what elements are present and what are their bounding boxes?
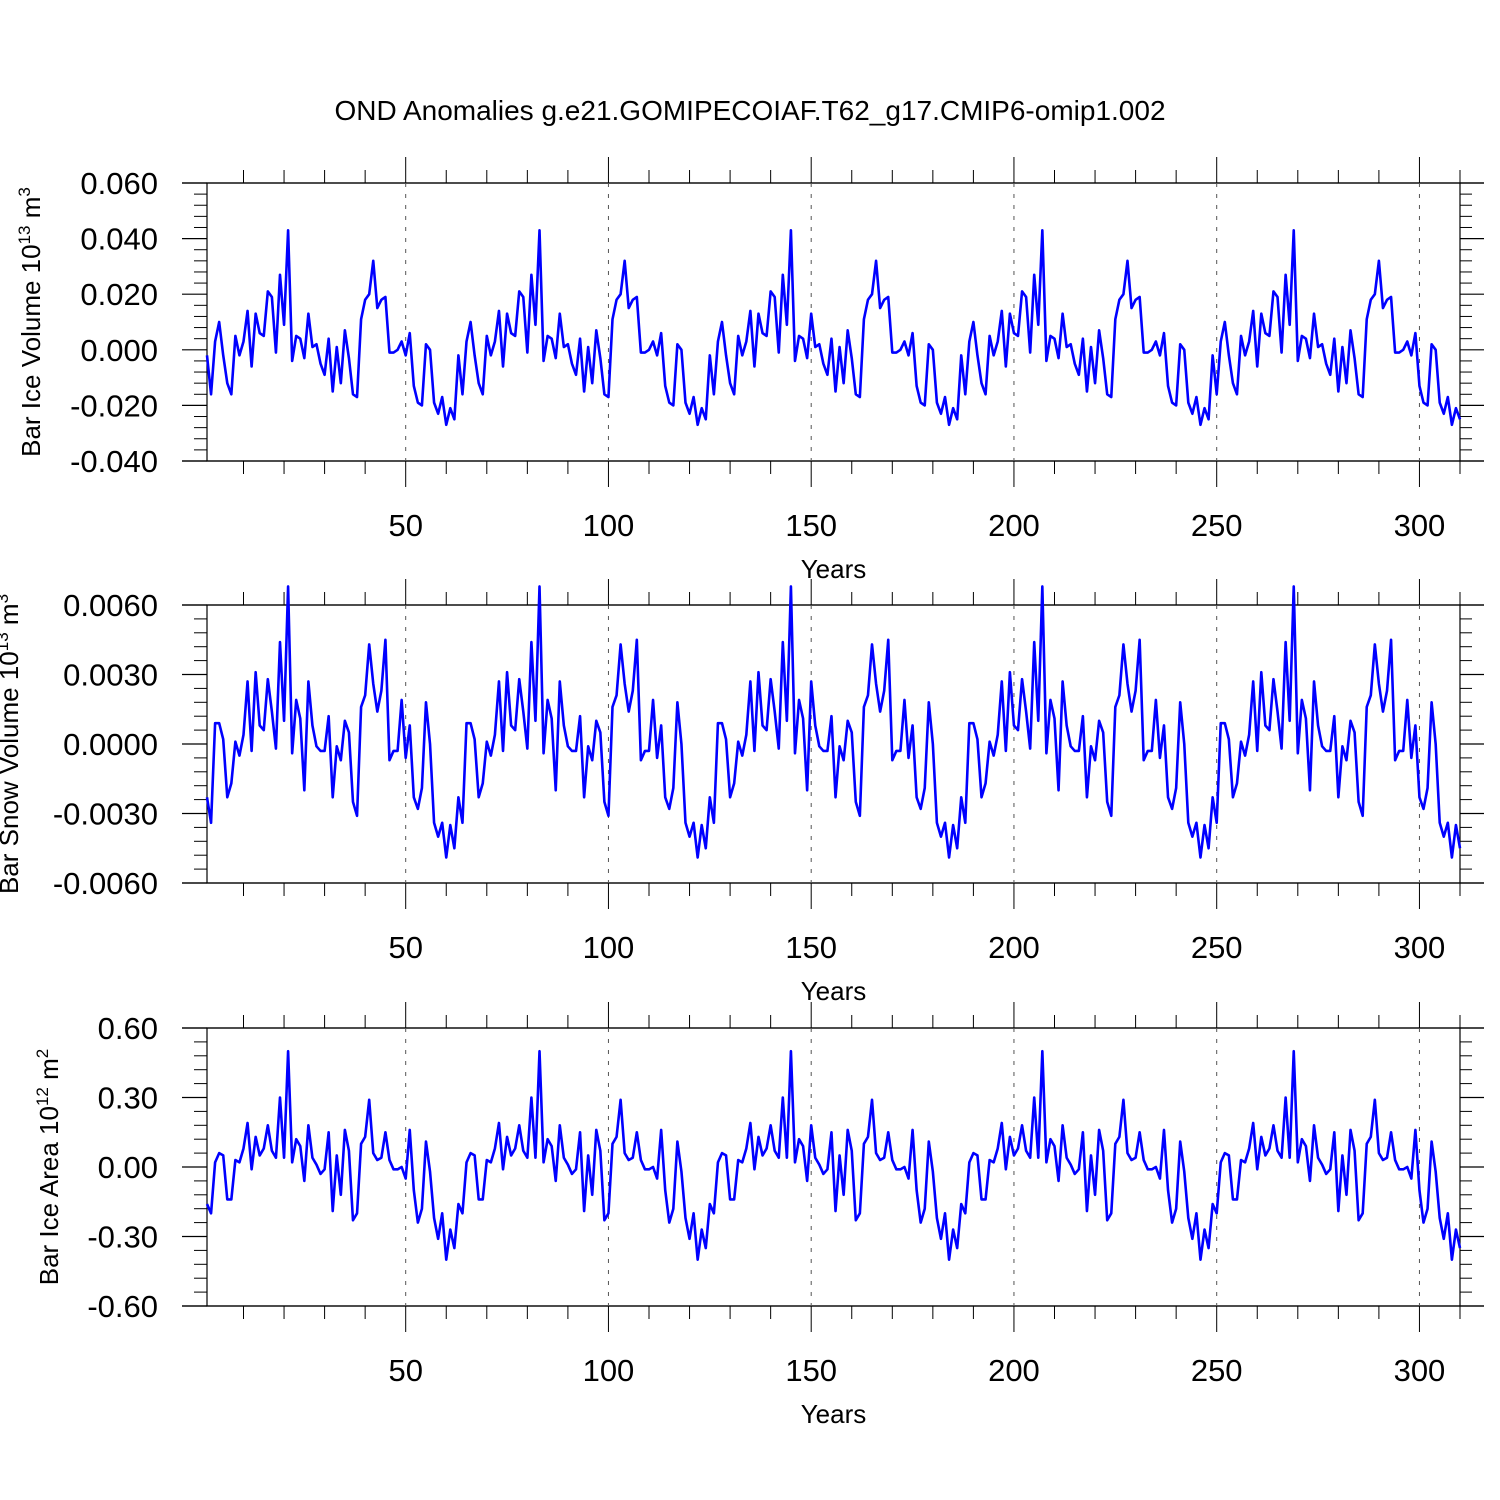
x-tick-label: 150 [785, 930, 837, 965]
x-tick-label: 300 [1394, 1353, 1446, 1388]
panel-ice-volume: -0.040 -0.020 0.000 0.020 0.040 0.060 50 100 150… [15, 157, 1484, 584]
x-tick-label: 250 [1191, 930, 1243, 965]
panel-snow-volume: -0.0060 -0.0030 0.0000 0.0030 0.0060 50 100 150… [0, 579, 1484, 1006]
y-tick-label: -0.30 [87, 1220, 158, 1255]
y-axis-title: Bar Ice Volume 1013 m3 [15, 187, 46, 457]
y-tick-label: -0.60 [87, 1289, 158, 1324]
y-axis-title-unit: m [16, 197, 46, 226]
y-tick-label: 0.30 [98, 1081, 158, 1116]
x-tick-label: 50 [388, 508, 422, 543]
series-line [205, 228, 1462, 427]
y-axis-title-unit-exponent: 3 [15, 187, 34, 196]
y-axis-title-exponent: 12 [33, 1087, 52, 1106]
x-tick-label: 250 [1191, 1353, 1243, 1388]
y-axis-title-unit-exponent: 2 [33, 1049, 52, 1058]
y-tick-label: 0.0030 [63, 658, 158, 693]
x-tick-label: 150 [785, 508, 837, 543]
y-axis-title: Bar Ice Area 1012 m2 [33, 1049, 64, 1286]
y-axis-title-unit-exponent: 3 [0, 594, 12, 603]
x-tick-label: 200 [988, 930, 1040, 965]
y-axis-title-text: Bar Snow Volume 10 [0, 651, 24, 894]
x-tick-label: 200 [988, 508, 1040, 543]
y-tick-label: 0.040 [80, 222, 158, 257]
x-tick-label: 50 [388, 1353, 422, 1388]
x-tick-label: 100 [583, 930, 635, 965]
x-tick-label: 250 [1191, 508, 1243, 543]
y-axis-title-unit: m [0, 603, 24, 632]
y-tick-label: -0.0060 [53, 866, 158, 901]
y-axis-title-exponent: 13 [0, 632, 12, 651]
y-axis-title: Bar Snow Volume 1013 m3 [0, 594, 24, 894]
series-line [205, 1049, 1462, 1261]
x-tick-label: 100 [583, 508, 635, 543]
panel-ice-area: -0.60 -0.30 0.00 0.30 0.60 50 100 150 200 250 300 Y… [33, 1002, 1484, 1429]
y-tick-label: -0.0030 [53, 797, 158, 832]
y-tick-label: -0.020 [70, 388, 158, 423]
x-tick-label: 100 [583, 1353, 635, 1388]
y-tick-label: 0.000 [80, 333, 158, 368]
x-tick-label: 150 [785, 1353, 837, 1388]
x-axis-title: Years [801, 1399, 867, 1429]
x-axis-title: Years [801, 554, 867, 584]
x-tick-label: 300 [1394, 508, 1446, 543]
x-tick-label: 300 [1394, 930, 1446, 965]
y-tick-label: -0.040 [70, 444, 158, 479]
x-tick-label: 50 [388, 930, 422, 965]
y-tick-label: 0.0060 [63, 588, 158, 623]
figure-title: OND Anomalies g.e21.GOMIPECOIAF.T62_g17.… [334, 95, 1165, 126]
y-axis-title-text: Bar Ice Area 10 [34, 1106, 64, 1285]
y-tick-label: 0.060 [80, 166, 158, 201]
y-tick-label: 0.020 [80, 277, 158, 312]
y-tick-label: 0.0000 [63, 727, 158, 762]
x-tick-label: 200 [988, 1353, 1040, 1388]
x-axis-title: Years [801, 976, 867, 1006]
y-axis-title-exponent: 13 [15, 225, 34, 244]
y-axis-title-unit: m [34, 1058, 64, 1087]
y-axis-title-text: Bar Ice Volume 10 [16, 244, 46, 456]
y-tick-label: 0.60 [98, 1011, 158, 1046]
y-tick-label: 0.00 [98, 1150, 158, 1185]
series-line [205, 585, 1462, 859]
